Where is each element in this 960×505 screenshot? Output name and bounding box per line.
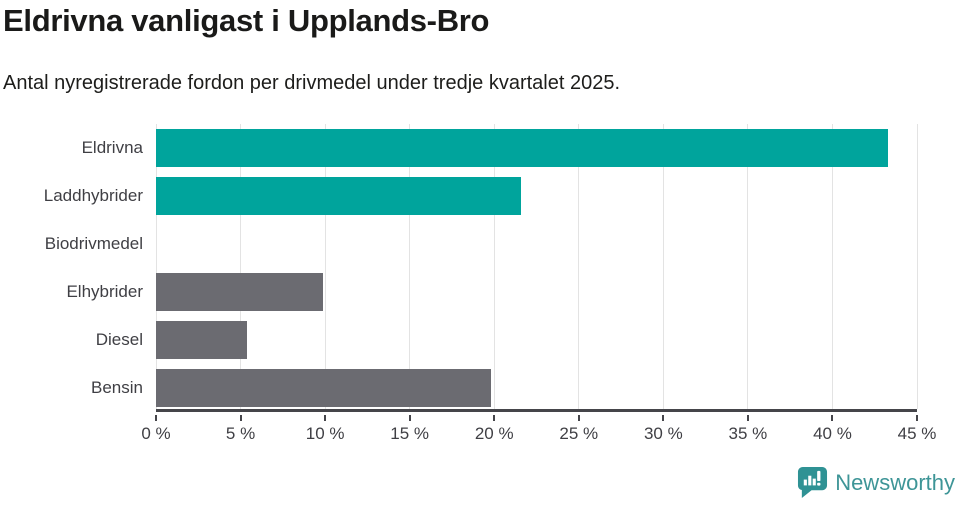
- x-tick-mark: [324, 415, 327, 421]
- x-tick-mark: [916, 415, 918, 421]
- x-axis: 0 % 5 % 10 % 15 % 20 % 25 % 30 % 35 % 40 % 45 %: [141, 415, 936, 455]
- gridline: [155, 124, 157, 409]
- x-tick-mark: [493, 415, 496, 421]
- x-tick-mark: [746, 415, 749, 421]
- category-label: Bensin: [91, 378, 143, 397]
- x-tick-label: 5 %: [225, 424, 256, 443]
- gridline: [747, 124, 749, 409]
- bar-elhybrider: [156, 273, 324, 311]
- x-tick-label: 10 %: [305, 424, 345, 443]
- x-tick-mark: [408, 415, 411, 421]
- gridline: [831, 124, 833, 409]
- logo-text: Newsworthy: [835, 469, 955, 495]
- bar-diesel: [156, 321, 248, 359]
- gridline: [916, 124, 918, 409]
- x-tick-label: 20 %: [474, 424, 514, 443]
- x-tick-label: 25 %: [559, 424, 599, 443]
- x-tick-mark: [662, 415, 665, 421]
- gridline: [240, 124, 242, 409]
- x-tick-label: 0 %: [141, 424, 171, 443]
- category-label: Elhybrider: [66, 282, 143, 301]
- bar-bensin: [156, 369, 491, 407]
- plot-area: [155, 124, 918, 412]
- gridline: [662, 124, 664, 409]
- x-tick-mark: [155, 415, 157, 421]
- gridline: [324, 124, 326, 409]
- x-tick-label: 40 %: [813, 424, 852, 443]
- gridline: [409, 124, 411, 409]
- gridline: [493, 124, 495, 409]
- y-axis-labels: Eldrivna Laddhybrider Biodrivmedel Elhybrid…: [0, 124, 143, 412]
- gridline: [578, 124, 580, 409]
- category-label: Biodrivmedel: [44, 234, 143, 253]
- x-tick-label: 35 %: [728, 424, 768, 443]
- newsworthy-logo[interactable]: Newsworthy: [797, 466, 955, 499]
- x-tick-mark: [239, 415, 242, 421]
- x-tick-mark: [831, 415, 834, 421]
- x-tick-mark: [577, 415, 580, 421]
- newsworthy-chart-bubble-icon: [798, 467, 828, 498]
- chart-subtitle: Antal nyregistrerade fordon per drivmede…: [3, 72, 621, 94]
- bar-eldrivna: [156, 129, 889, 167]
- category-label: Eldrivna: [81, 138, 143, 157]
- page-title: Eldrivna vanligast i Upplands-Bro: [3, 3, 490, 38]
- bar-laddhybrider: [156, 177, 522, 215]
- x-tick-label: 15 %: [390, 424, 430, 443]
- category-label: Laddhybrider: [43, 186, 143, 205]
- category-label: Diesel: [95, 330, 143, 349]
- x-tick-label: 45 %: [897, 424, 937, 443]
- x-tick-label: 30 %: [643, 424, 683, 443]
